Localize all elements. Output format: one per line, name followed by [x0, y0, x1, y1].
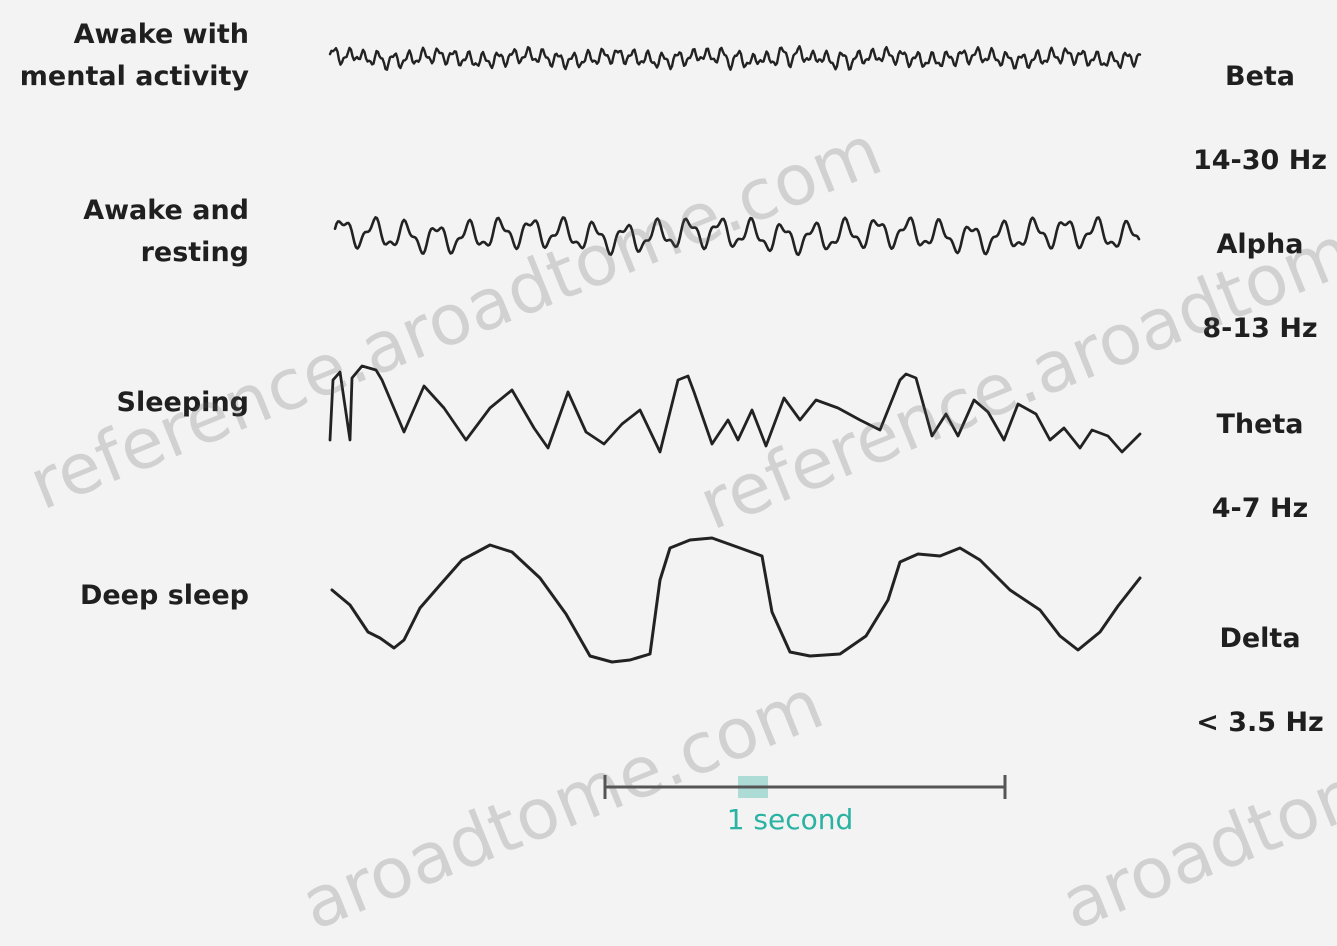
band-name-delta: Delta: [1219, 623, 1301, 654]
theta-wave-trace: [328, 364, 1142, 454]
scale-bar-label: 1 second: [726, 803, 854, 836]
delta-wave-trace: [330, 536, 1142, 664]
band-label-theta: Theta 4-7 Hz: [1190, 362, 1330, 572]
state-label-beta: Awake with mental activity: [19, 19, 249, 92]
band-range-alpha: 8-13 Hz: [1202, 313, 1318, 344]
band-name-beta: Beta: [1224, 61, 1296, 92]
wave-traces: [328, 45, 1142, 799]
band-name-alpha: Alpha: [1216, 229, 1304, 260]
beta-wave-trace: [328, 45, 1142, 71]
band-range-theta: 4-7 Hz: [1211, 493, 1309, 524]
state-label-theta: Sleeping: [116, 387, 249, 418]
band-range-beta: 14-30 Hz: [1192, 145, 1328, 176]
state-label-delta: Deep sleep: [79, 580, 249, 611]
band-range-delta: < 3.5 Hz: [1196, 707, 1324, 738]
band-label-alpha: Alpha 8-13 Hz: [1190, 182, 1330, 392]
band-label-delta: Delta < 3.5 Hz: [1190, 576, 1330, 786]
alpha-wave-trace: [333, 216, 1141, 257]
eeg-diagram: Awake with mental activity Awake and res…: [18, 14, 1337, 946]
band-name-theta: Theta: [1216, 409, 1304, 440]
scale-bar: [603, 775, 1007, 799]
band-label-beta: Beta 14-30 Hz: [1190, 14, 1330, 224]
state-label-alpha: Awake and resting: [83, 195, 249, 268]
